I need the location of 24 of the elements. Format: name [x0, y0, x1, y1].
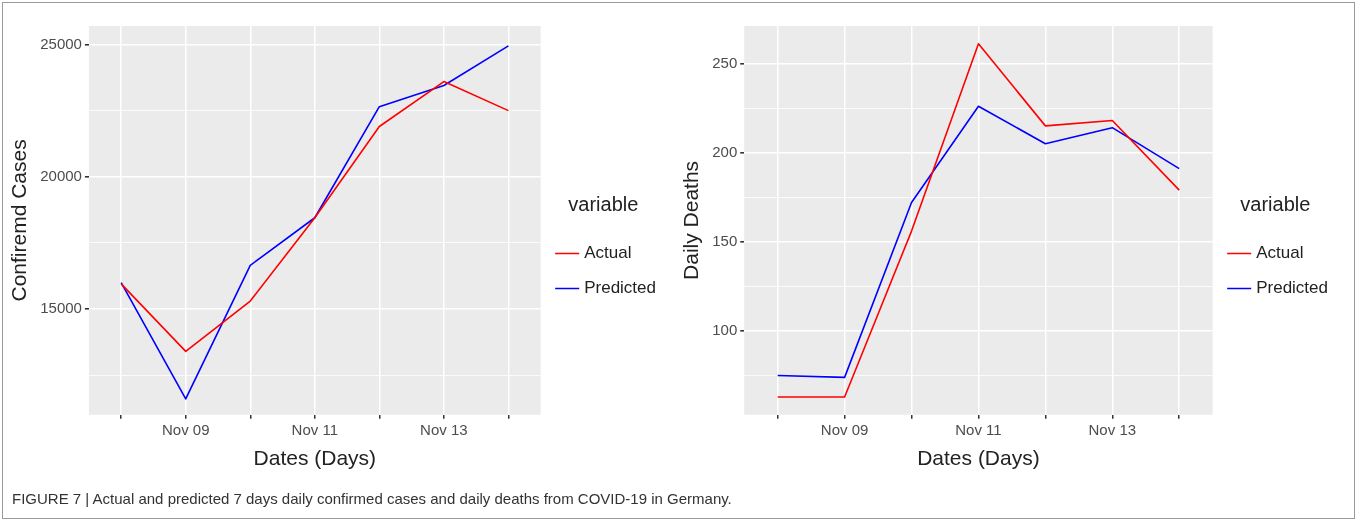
legend-label: Actual: [1256, 243, 1304, 263]
y-tick-label: 250: [712, 53, 738, 71]
x-tick-label: Nov 13: [420, 420, 468, 438]
y-tick-label: 25000: [40, 34, 82, 52]
legend-title: variable: [568, 192, 639, 215]
x-tick-label: Nov 09: [820, 420, 869, 438]
x-tick-label: Nov 11: [955, 420, 1002, 438]
y-axis-title: Daily Deaths: [679, 160, 703, 280]
legend-label: Predicted: [584, 278, 657, 298]
x-axis-title: Dates (Days): [253, 446, 377, 470]
y-tick-label: 20000: [40, 166, 82, 184]
y-tick-label: 200: [712, 142, 738, 160]
legend-label: Actual: [584, 243, 632, 263]
legend-label: Predicted: [1256, 278, 1329, 298]
caption: FIGURE 7 | Actual and predicted 7 days daily confirmed cases and daily deaths from COVID-19 in Germany.: [12, 490, 732, 507]
y-tick-label: 15000: [40, 299, 82, 317]
y-axis-title: Confiremd Cases: [7, 139, 31, 302]
y-tick-label: 150: [712, 231, 738, 249]
legend-title: variable: [1240, 192, 1311, 215]
x-axis-title: Dates (Days): [917, 446, 1040, 470]
x-tick-label: Nov 11: [291, 420, 339, 438]
y-tick-label: 100: [712, 321, 738, 339]
x-tick-label: Nov 09: [161, 420, 210, 438]
x-tick-label: Nov 13: [1088, 420, 1137, 438]
